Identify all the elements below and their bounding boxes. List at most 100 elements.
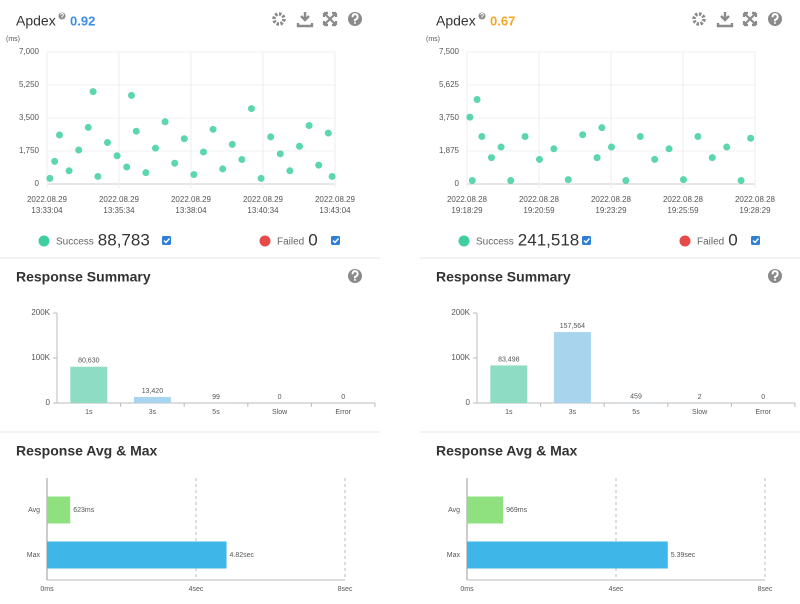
bar	[70, 366, 108, 403]
help-glyph	[351, 270, 359, 279]
y-tick-label: 100K	[451, 353, 470, 362]
legend-count: 241,518	[518, 230, 579, 249]
x-tick-label: 0ms	[40, 586, 54, 593]
point	[209, 125, 217, 133]
point	[286, 167, 294, 175]
x-tick-label: 13:38:04	[175, 206, 207, 215]
checkbox-tick	[332, 238, 340, 244]
point	[324, 129, 332, 137]
y-tick-label: Avg	[28, 507, 40, 514]
point	[487, 154, 495, 162]
point	[607, 143, 615, 151]
value-label: 623ms	[73, 507, 95, 514]
y-unit: (ms)	[6, 36, 20, 43]
point	[123, 163, 131, 171]
checkbox[interactable]	[751, 236, 760, 245]
help-glyph	[771, 13, 779, 22]
y-tick-label: 5,625	[439, 80, 460, 89]
point	[579, 131, 587, 139]
x-tick-label: 13:43:04	[319, 206, 351, 215]
x-tick-label: 2022.08.29	[243, 195, 284, 204]
point	[228, 140, 236, 148]
x-tick-label: 4sec	[189, 586, 204, 593]
x-tick-label: 8sec	[338, 586, 353, 593]
legend-count: 0	[728, 230, 737, 249]
point	[478, 132, 486, 140]
legend-name: Failed	[697, 237, 724, 248]
point	[651, 155, 659, 163]
checkbox[interactable]	[331, 236, 340, 245]
point	[113, 152, 121, 160]
legend-name: Success	[56, 237, 94, 248]
checkbox-tick	[752, 238, 760, 244]
y-tick-label: 100K	[31, 353, 50, 362]
x-tick-label: 2022.08.28	[591, 195, 632, 204]
help-dot	[774, 21, 776, 24]
point	[679, 176, 687, 184]
legend-dot	[679, 235, 691, 247]
apdex-label: Apdex	[16, 13, 56, 29]
x-tick-label: 5s	[212, 409, 220, 416]
fullscreen-icon[interactable]	[742, 11, 758, 27]
point	[190, 171, 198, 179]
checkbox[interactable]	[582, 236, 591, 245]
point	[550, 145, 558, 153]
y-tick-label: 5,250	[19, 80, 40, 89]
settings-icon[interactable]	[692, 12, 706, 26]
y-tick-label: 200K	[451, 308, 470, 317]
point	[535, 155, 543, 163]
point	[257, 174, 265, 182]
point	[593, 154, 601, 162]
point	[598, 124, 606, 132]
value-label: 99	[212, 394, 220, 401]
x-tick-label: 3s	[149, 409, 157, 416]
section-title: Response Avg & Max	[436, 443, 578, 459]
point	[171, 159, 179, 167]
point	[219, 165, 227, 173]
legend-name: Success	[476, 237, 514, 248]
settings-icon[interactable]	[272, 12, 286, 26]
x-tick-label: 19:18:29	[451, 206, 483, 215]
value-label: 0	[278, 394, 282, 401]
y-tick-label: 7,000	[19, 47, 40, 56]
y-unit: (ms)	[426, 36, 440, 43]
point	[315, 161, 323, 169]
download-icon[interactable]	[716, 12, 734, 28]
point	[199, 148, 207, 156]
value-label: 969ms	[506, 507, 528, 514]
x-tick-label: Error	[755, 409, 771, 416]
point	[305, 122, 313, 130]
help-dot	[354, 21, 356, 24]
fullscreen-icon[interactable]	[322, 11, 338, 27]
x-tick-label: 2022.08.28	[663, 195, 704, 204]
x-tick-label: 2022.08.28	[447, 195, 488, 204]
help-glyph	[60, 13, 64, 18]
download-icon[interactable]	[296, 12, 314, 28]
y-tick-label: 1,750	[19, 146, 40, 155]
point	[507, 176, 515, 184]
x-tick-label: 13:33:04	[31, 206, 63, 215]
x-tick-label: 2022.08.29	[99, 195, 140, 204]
point	[723, 143, 731, 151]
value-label: 83,498	[498, 356, 520, 363]
point	[75, 146, 83, 154]
apdex-label: Apdex	[436, 13, 476, 29]
x-tick-label: Error	[335, 409, 351, 416]
legend-count: 88,783	[98, 230, 150, 249]
y-tick-label: 3,500	[19, 113, 40, 122]
x-tick-label: Slow	[272, 409, 288, 416]
legend-count: 0	[308, 230, 317, 249]
point	[473, 96, 481, 104]
point	[468, 176, 476, 184]
help-glyph	[351, 13, 359, 22]
point	[694, 132, 702, 140]
x-tick-label: 1s	[505, 409, 513, 416]
point	[84, 123, 92, 131]
point	[132, 127, 140, 135]
bar	[490, 365, 528, 403]
point	[276, 150, 284, 158]
checkbox[interactable]	[162, 236, 171, 245]
point	[636, 132, 644, 140]
x-tick-label: 19:25:59	[667, 206, 699, 215]
apdex-value: 0.92	[70, 13, 95, 28]
